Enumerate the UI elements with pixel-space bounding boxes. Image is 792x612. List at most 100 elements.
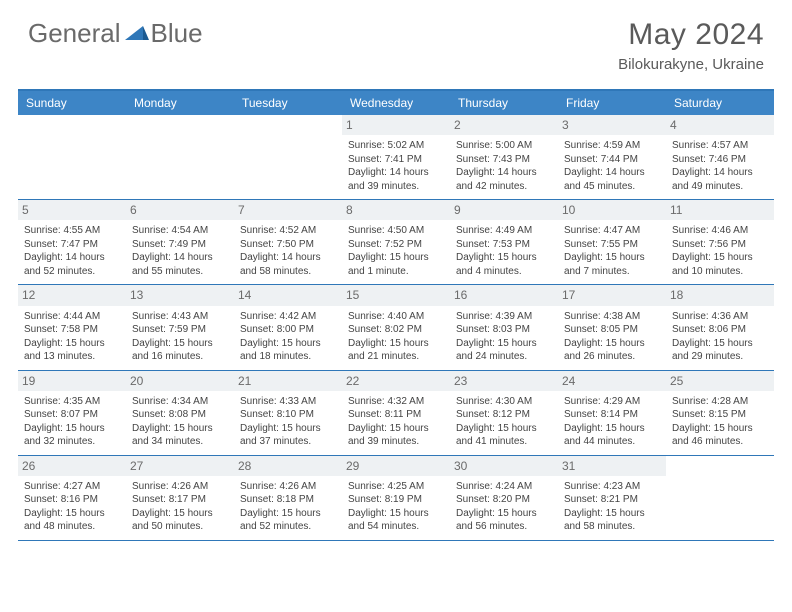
day-cell: 12Sunrise: 4:44 AMSunset: 7:58 PMDayligh… xyxy=(18,285,126,369)
day-cell: 7Sunrise: 4:52 AMSunset: 7:50 PMDaylight… xyxy=(234,200,342,284)
day-number: 20 xyxy=(126,371,234,391)
daylight-text: Daylight: 14 hours and 39 minutes. xyxy=(348,166,444,193)
daylight-text: Daylight: 15 hours and 13 minutes. xyxy=(24,337,120,364)
sunrise-text: Sunrise: 4:43 AM xyxy=(132,310,228,324)
day-number: 28 xyxy=(234,456,342,476)
day-cell: 9Sunrise: 4:49 AMSunset: 7:53 PMDaylight… xyxy=(450,200,558,284)
sunrise-text: Sunrise: 4:50 AM xyxy=(348,224,444,238)
sunset-text: Sunset: 8:16 PM xyxy=(24,493,120,507)
day-number: 6 xyxy=(126,200,234,220)
day-number: 13 xyxy=(126,285,234,305)
sunrise-text: Sunrise: 4:26 AM xyxy=(132,480,228,494)
weekday-tuesday: Tuesday xyxy=(234,91,342,115)
daylight-text: Daylight: 14 hours and 49 minutes. xyxy=(672,166,768,193)
header: General Blue May 2024 Bilokurakyne, Ukra… xyxy=(0,0,792,83)
sunrise-text: Sunrise: 4:29 AM xyxy=(564,395,660,409)
sunrise-text: Sunrise: 4:32 AM xyxy=(348,395,444,409)
daylight-text: Daylight: 15 hours and 37 minutes. xyxy=(240,422,336,449)
sunrise-text: Sunrise: 4:27 AM xyxy=(24,480,120,494)
sunset-text: Sunset: 8:17 PM xyxy=(132,493,228,507)
day-number: 26 xyxy=(18,456,126,476)
day-cell: . xyxy=(666,456,774,540)
title-block: May 2024 Bilokurakyne, Ukraine xyxy=(618,18,764,73)
sunrise-text: Sunrise: 4:49 AM xyxy=(456,224,552,238)
daylight-text: Daylight: 14 hours and 55 minutes. xyxy=(132,251,228,278)
day-cell: 22 Sunrise: 4:32 AMSunset: 8:11 PMDayligh… xyxy=(342,371,450,455)
day-cell: 31Sunrise: 4:23 AMSunset: 8:21 PMDayligh… xyxy=(558,456,666,540)
day-cell: . xyxy=(18,115,126,199)
daylight-text: Daylight: 15 hours and 39 minutes. xyxy=(348,422,444,449)
daylight-text: Daylight: 15 hours and 54 minutes. xyxy=(348,507,444,534)
sunset-text: Sunset: 8:11 PM xyxy=(348,408,444,422)
daylight-text: Daylight: 15 hours and 50 minutes. xyxy=(132,507,228,534)
daylight-text: Daylight: 15 hours and 18 minutes. xyxy=(240,337,336,364)
day-number: 18 xyxy=(666,285,774,305)
sunset-text: Sunset: 8:20 PM xyxy=(456,493,552,507)
day-number: 11 xyxy=(666,200,774,220)
day-cell: 21Sunrise: 4:33 AMSunset: 8:10 PMDayligh… xyxy=(234,371,342,455)
sunrise-text: Sunrise: 4:39 AM xyxy=(456,310,552,324)
day-number: 3 xyxy=(558,115,666,135)
day-number: 31 xyxy=(558,456,666,476)
daylight-text: Daylight: 15 hours and 41 minutes. xyxy=(456,422,552,449)
day-cell: 11Sunrise: 4:46 AMSunset: 7:56 PMDayligh… xyxy=(666,200,774,284)
weekday-sunday: Sunday xyxy=(18,91,126,115)
sunrise-text: Sunrise: 4:36 AM xyxy=(672,310,768,324)
sunrise-text: Sunrise: 4:28 AM xyxy=(672,395,768,409)
day-cell: 18Sunrise: 4:36 AMSunset: 8:06 PMDayligh… xyxy=(666,285,774,369)
day-cell: 6 Sunrise: 4:54 AMSunset: 7:49 PMDaylight… xyxy=(126,200,234,284)
week-row: ...1Sunrise: 5:02 AMSunset: 7:41 PMDayli… xyxy=(18,115,774,200)
sunset-text: Sunset: 8:18 PM xyxy=(240,493,336,507)
week-row: 26 Sunrise: 4:27 AMSunset: 8:16 PM Dayligh… xyxy=(18,456,774,541)
sunrise-text: Sunrise: 4:55 AM xyxy=(24,224,120,238)
day-cell: . xyxy=(126,115,234,199)
day-number: 15 xyxy=(342,285,450,305)
daylight-text: Daylight: 15 hours and 56 minutes. xyxy=(456,507,552,534)
daylight-text: Daylight: 15 hours and 32 minutes. xyxy=(24,422,120,449)
daylight-text: Daylight: 15 hours and 34 minutes. xyxy=(132,422,228,449)
sunrise-text: Sunrise: 4:42 AM xyxy=(240,310,336,324)
sunrise-text: Sunrise: 4:47 AM xyxy=(564,224,660,238)
sunrise-text: Sunrise: 4:52 AM xyxy=(240,224,336,238)
day-cell: 2Sunrise: 5:00 AMSunset: 7:43 PMDaylight… xyxy=(450,115,558,199)
sunset-text: Sunset: 8:00 PM xyxy=(240,323,336,337)
sunrise-text: Sunrise: 4:33 AM xyxy=(240,395,336,409)
sunset-text: Sunset: 7:52 PM xyxy=(348,238,444,252)
sunset-text: Sunset: 7:49 PM xyxy=(132,238,228,252)
day-cell: 5Sunrise: 4:55 AMSunset: 7:47 PMDaylight… xyxy=(18,200,126,284)
daylight-text: Daylight: 15 hours and 46 minutes. xyxy=(672,422,768,449)
sunset-text: Sunset: 7:53 PM xyxy=(456,238,552,252)
weekday-saturday: Saturday xyxy=(666,91,774,115)
day-number: 22 xyxy=(342,371,450,391)
day-number: 4 xyxy=(666,115,774,135)
calendar: Sunday Monday Tuesday Wednesday Thursday… xyxy=(18,89,774,541)
sunset-text: Sunset: 8:19 PM xyxy=(348,493,444,507)
day-number: 8 xyxy=(342,200,450,220)
week-row: 12Sunrise: 4:44 AMSunset: 7:58 PMDayligh… xyxy=(18,285,774,370)
sunrise-text: Sunrise: 4:26 AM xyxy=(240,480,336,494)
sunset-text: Sunset: 8:08 PM xyxy=(132,408,228,422)
daylight-text: Daylight: 15 hours and 1 minute. xyxy=(348,251,444,278)
day-cell: 30Sunrise: 4:24 AMSunset: 8:20 PMDayligh… xyxy=(450,456,558,540)
sunrise-text: Sunrise: 4:54 AM xyxy=(132,224,228,238)
month-title: May 2024 xyxy=(618,18,764,52)
sunset-text: Sunset: 7:50 PM xyxy=(240,238,336,252)
brand-part1: General xyxy=(28,18,121,49)
day-number: 25 xyxy=(666,371,774,391)
sunset-text: Sunset: 7:44 PM xyxy=(564,153,660,167)
sunrise-text: Sunrise: 4:35 AM xyxy=(24,395,120,409)
weeks-container: ...1Sunrise: 5:02 AMSunset: 7:41 PMDayli… xyxy=(18,115,774,541)
day-number: 23 xyxy=(450,371,558,391)
sunrise-text: Sunrise: 4:57 AM xyxy=(672,139,768,153)
sunrise-text: Sunrise: 5:02 AM xyxy=(348,139,444,153)
daylight-text: Daylight: 14 hours and 45 minutes. xyxy=(564,166,660,193)
day-cell: 3Sunrise: 4:59 AMSunset: 7:44 PMDaylight… xyxy=(558,115,666,199)
day-number: 19 xyxy=(18,371,126,391)
sunrise-text: Sunrise: 4:25 AM xyxy=(348,480,444,494)
daylight-text: Daylight: 15 hours and 58 minutes. xyxy=(564,507,660,534)
day-cell: 10Sunrise: 4:47 AMSunset: 7:55 PMDayligh… xyxy=(558,200,666,284)
daylight-text: Daylight: 14 hours and 42 minutes. xyxy=(456,166,552,193)
sunset-text: Sunset: 7:41 PM xyxy=(348,153,444,167)
day-cell: 24Sunrise: 4:29 AMSunset: 8:14 PMDayligh… xyxy=(558,371,666,455)
sunset-text: Sunset: 8:05 PM xyxy=(564,323,660,337)
